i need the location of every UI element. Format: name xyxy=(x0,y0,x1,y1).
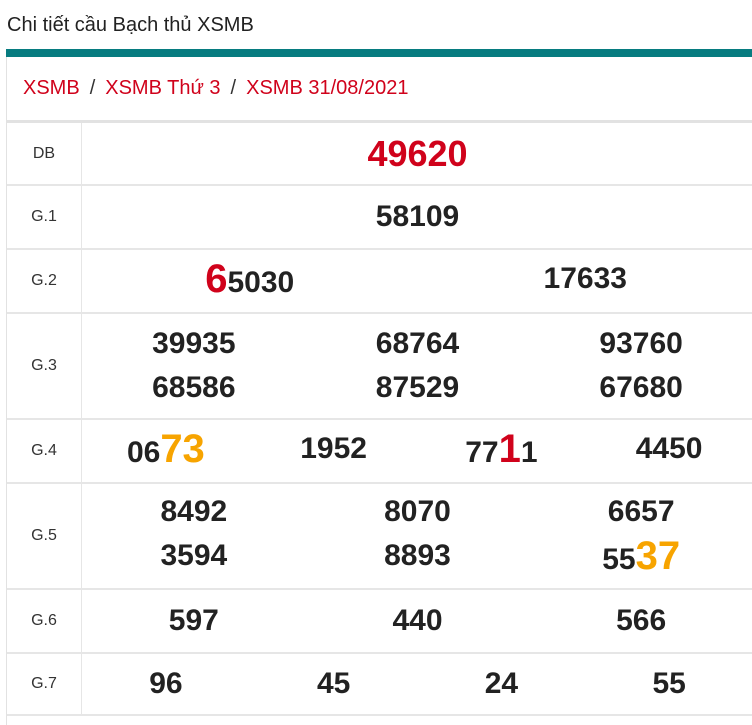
prize-number: 7711 xyxy=(418,427,586,475)
accent-bar xyxy=(6,49,752,57)
prize-values: 8492 8070 6657 3594 8893 5537 xyxy=(81,483,752,590)
digits: 39935 xyxy=(152,327,236,360)
prize-number: 4450 xyxy=(585,427,752,475)
digits: 6657 xyxy=(607,495,675,528)
breadcrumb-separator: / xyxy=(230,77,237,99)
prize-row: G.5 8492 8070 6657 3594 8893 5537 xyxy=(7,483,752,590)
prize-label: G.6 xyxy=(7,589,82,654)
prize-number: 17633 xyxy=(418,257,752,305)
breadcrumb: XSMB / XSMB Thứ 3 / XSMB 31/08/2021 xyxy=(7,57,752,123)
digits: 93760 xyxy=(599,327,683,360)
digits: 55 xyxy=(652,667,686,700)
prize-number: 440 xyxy=(306,599,530,643)
digits: 49620 xyxy=(367,132,468,174)
prize-number: 6657 xyxy=(529,490,752,534)
highlighted-digits: 37 xyxy=(635,534,681,578)
prize-number: 1952 xyxy=(250,427,418,475)
digits: 68764 xyxy=(375,327,460,360)
highlighted-digits: 73 xyxy=(160,427,205,471)
prize-number: 45 xyxy=(250,662,418,706)
digits: 597 xyxy=(168,604,219,637)
prize-values: 58109 xyxy=(81,185,752,250)
digits: 67680 xyxy=(599,371,683,404)
digits: 8070 xyxy=(384,495,451,528)
digits: 24 xyxy=(484,667,519,700)
breadcrumb-date[interactable]: XSMB 31/08/2021 xyxy=(246,77,409,99)
page-title: Chi tiết cầu Bạch thủ XSMB xyxy=(7,14,254,36)
results-table: DB 49620 G.1 58109 G.2 65030 17633 G.3 39935 6876… xyxy=(7,123,752,716)
prize-number: 39935 xyxy=(82,322,306,366)
digits: 8492 xyxy=(160,495,228,528)
prize-number: 0673 xyxy=(82,427,250,475)
digits: 1952 xyxy=(300,432,367,465)
prize-values: 597 440 566 xyxy=(81,589,752,654)
highlighted-digits: 1 xyxy=(498,427,521,471)
prize-number: 68764 xyxy=(306,322,530,366)
prize-number: 67680 xyxy=(529,366,752,410)
prize-number: 24 xyxy=(418,662,586,706)
prize-values: 39935 68764 93760 68586 87529 67680 xyxy=(81,313,752,420)
prize-values: 0673 1952 7711 4450 xyxy=(81,419,752,484)
breadcrumb-xsmb-thu-3[interactable]: XSMB Thứ 3 xyxy=(105,77,221,99)
prize-row: G.7 96 45 24 55 xyxy=(7,653,752,716)
prize-values: 65030 17633 xyxy=(81,249,752,314)
prize-row: G.3 39935 68764 93760 68586 87529 67680 xyxy=(7,313,752,420)
prize-number: 566 xyxy=(529,599,752,643)
prize-number: 8893 xyxy=(306,534,530,582)
prize-row: G.2 65030 17633 xyxy=(7,249,752,314)
prize-number: 68586 xyxy=(82,366,306,410)
prize-number: 5537 xyxy=(529,534,752,582)
breadcrumb-xsmb[interactable]: XSMB xyxy=(23,77,80,99)
prize-label: G.7 xyxy=(7,653,82,716)
prize-label: G.3 xyxy=(7,313,82,420)
digits: 17633 xyxy=(543,262,627,295)
prize-number: 55 xyxy=(585,662,752,706)
prize-number: 93760 xyxy=(529,322,752,366)
digits: 58109 xyxy=(375,200,460,233)
digits: 440 xyxy=(392,604,443,637)
prize-row: G.1 58109 xyxy=(7,185,752,250)
digits: 1 xyxy=(520,436,538,469)
results-panel: XSMB / XSMB Thứ 3 / XSMB 31/08/2021 DB 49… xyxy=(6,57,752,725)
prize-number: 8492 xyxy=(82,490,306,534)
prize-values: 96 45 24 55 xyxy=(81,653,752,716)
digits: 4450 xyxy=(635,432,703,465)
prize-number: 49620 xyxy=(82,132,752,176)
digits: 8893 xyxy=(384,539,451,572)
prize-row: G.4 0673 1952 7711 4450 xyxy=(7,419,752,484)
prize-label: G.2 xyxy=(7,249,82,314)
digits: 45 xyxy=(316,667,351,700)
digits: 68586 xyxy=(152,371,236,404)
digits: 5030 xyxy=(227,266,295,299)
prize-values: 49620 xyxy=(81,123,752,186)
highlighted-digits: 6 xyxy=(205,257,228,301)
prize-label: DB xyxy=(7,123,82,186)
prize-number: 65030 xyxy=(82,257,418,305)
prize-number: 87529 xyxy=(306,366,530,410)
digits: 96 xyxy=(149,667,183,700)
prize-number: 8070 xyxy=(306,490,530,534)
prize-label: G.4 xyxy=(7,419,82,484)
prize-number: 96 xyxy=(82,662,250,706)
prize-number: 3594 xyxy=(82,534,306,582)
digits: 87529 xyxy=(375,371,460,404)
digits: 566 xyxy=(616,604,667,637)
prize-row: DB 49620 xyxy=(7,123,752,186)
prize-row: G.6 597 440 566 xyxy=(7,589,752,654)
prize-number: 597 xyxy=(82,599,306,643)
prize-label: G.1 xyxy=(7,185,82,250)
breadcrumb-separator: / xyxy=(89,77,96,99)
digits: 3594 xyxy=(160,539,228,572)
digits: 55 xyxy=(602,543,636,576)
prize-number: 58109 xyxy=(82,195,752,239)
digits: 06 xyxy=(126,436,161,469)
digits: 77 xyxy=(465,436,499,469)
prize-label: G.5 xyxy=(7,483,82,590)
